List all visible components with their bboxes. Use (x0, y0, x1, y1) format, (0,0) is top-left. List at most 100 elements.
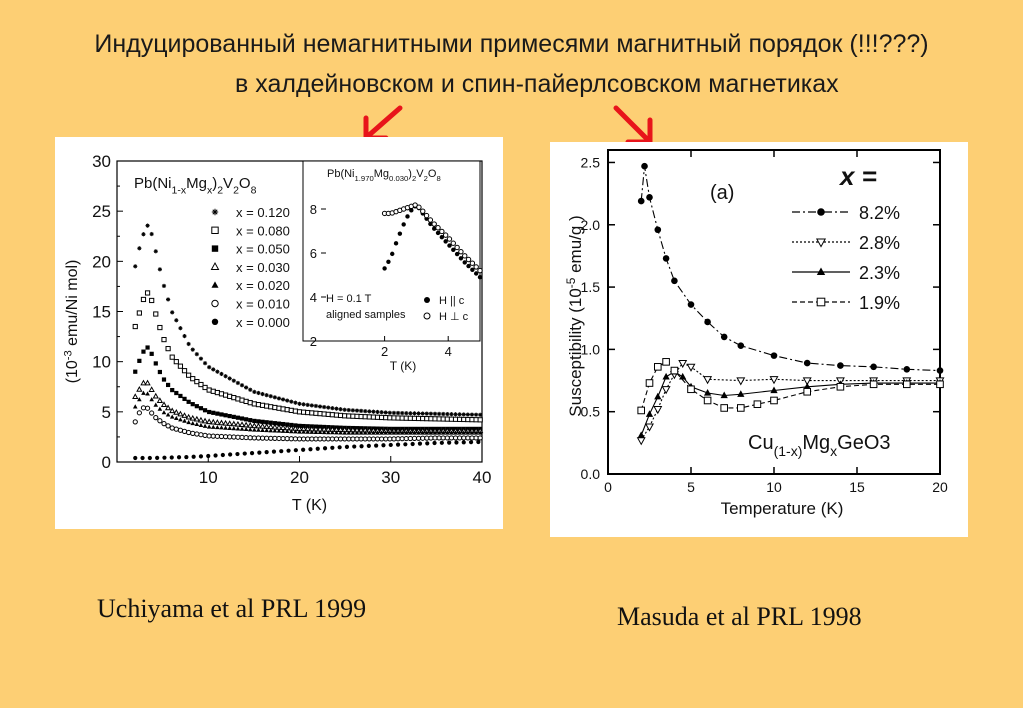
data-point (432, 440, 437, 446)
data-point (309, 410, 315, 416)
y-tick-label: 0 (102, 453, 111, 472)
data-point (267, 423, 274, 430)
data-point-stroke (420, 411, 425, 416)
data-point (268, 435, 274, 441)
data-point-stroke (478, 412, 482, 417)
data-point (133, 369, 138, 374)
data-point (144, 405, 151, 411)
data-point-stroke (433, 411, 437, 416)
data-point (170, 310, 175, 315)
data-point-stroke (207, 365, 211, 370)
data-point (141, 390, 146, 395)
data-point (454, 251, 460, 257)
x-tick-label: 20 (290, 468, 309, 487)
data-point (263, 423, 270, 429)
data-point (255, 402, 262, 408)
data-point (149, 351, 154, 356)
data-point (338, 430, 343, 435)
data-point (366, 436, 372, 442)
data-point (280, 406, 286, 412)
data-point (720, 391, 728, 399)
data-point (177, 363, 184, 369)
data-point (362, 436, 368, 442)
data-point (457, 430, 462, 435)
data-point (428, 411, 433, 416)
data-point (662, 358, 670, 366)
data-point (329, 436, 335, 442)
data-point-stroke (236, 381, 240, 385)
data-point (432, 435, 438, 441)
data-point (465, 412, 470, 417)
data-point (227, 393, 233, 399)
data-point (268, 428, 274, 433)
data-point (354, 430, 360, 435)
data-point (169, 425, 175, 431)
data-point-stroke (256, 391, 261, 395)
data-point (218, 433, 225, 440)
data-point (395, 430, 401, 435)
data-point-stroke (166, 297, 170, 302)
data-point (416, 430, 421, 435)
data-point-stroke (453, 412, 458, 417)
data-point (227, 376, 232, 381)
data-point (346, 430, 352, 435)
inset-legend-marker (424, 297, 430, 303)
data-point (436, 430, 442, 435)
data-point (136, 410, 142, 416)
data-point (395, 436, 401, 442)
data-point (399, 436, 405, 442)
data-point-stroke (186, 342, 191, 346)
series-x0120 (133, 223, 483, 417)
data-point (161, 336, 167, 343)
data-point (407, 415, 413, 421)
data-point (153, 402, 159, 407)
data-point (170, 387, 175, 393)
data-point (382, 266, 387, 271)
data-point (400, 410, 405, 416)
data-point (469, 435, 475, 441)
data-point (140, 379, 147, 386)
data-point (416, 204, 422, 210)
data-point (156, 397, 164, 403)
data-point (251, 422, 258, 429)
legend-marker (211, 245, 219, 252)
data-point (736, 377, 746, 386)
data-point (235, 434, 241, 440)
compound-label: Cu(1-x)MgxGeO3 (748, 432, 891, 459)
data-point (214, 433, 220, 439)
data-point-stroke (412, 411, 417, 416)
data-point (704, 318, 711, 326)
data-point (473, 271, 479, 276)
chart-left: 0 5 10 15 20 25 30 10 20 30 40 T (K) (10-3 emu/Ni mo… (62, 152, 491, 514)
data-point (161, 421, 167, 427)
data-point (141, 349, 146, 354)
data-point (362, 414, 368, 420)
data-point (645, 379, 654, 387)
data-point (416, 411, 421, 416)
data-point (157, 418, 163, 424)
inset-y-tick-label: 6 (310, 246, 317, 261)
inset-legend-marker (423, 312, 431, 320)
data-point (157, 406, 163, 411)
data-point (166, 297, 171, 302)
data-point (387, 430, 393, 435)
data-point (383, 410, 388, 415)
data-point (238, 421, 246, 428)
data-point-stroke (293, 400, 298, 405)
data-point (215, 424, 220, 430)
data-point (145, 223, 150, 228)
data-point (256, 427, 261, 432)
chart-right-panel: 0.0 0.5 1.0 1.5 2.0 2.5 0 5 10 15 20 Temperature (K… (550, 142, 968, 537)
data-point (359, 444, 364, 449)
data-point (242, 421, 250, 428)
data-point (457, 435, 463, 441)
data-point (166, 382, 171, 388)
data-point (427, 217, 434, 223)
chart-title: Pb(Ni1-xMgx)2V2O8 (134, 175, 257, 196)
data-point (256, 419, 261, 424)
data-point (133, 264, 138, 269)
data-point (260, 419, 265, 424)
data-point (395, 442, 401, 447)
data-point (753, 400, 762, 409)
data-point (720, 404, 728, 412)
